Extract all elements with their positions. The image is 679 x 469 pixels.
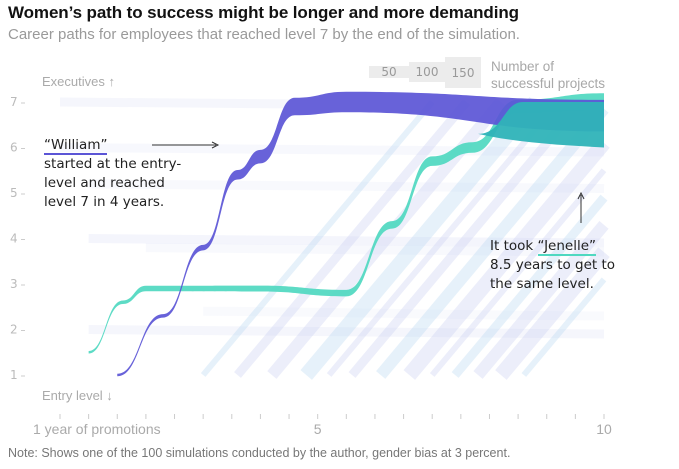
highlighted-paths: [88, 91, 605, 377]
y-axis-top-label: Executives ↑: [42, 74, 115, 89]
x-axis: 1 year of promotions 5 10: [33, 414, 612, 437]
background-path: [429, 168, 607, 377]
background-path: [451, 194, 608, 378]
legend-size-50: 50: [369, 65, 409, 79]
background-path: [203, 306, 605, 321]
background-path: [326, 100, 561, 377]
jenelle-arrow: [577, 191, 585, 223]
legend-size-100: 100: [409, 62, 445, 82]
background-path: [521, 277, 607, 377]
william-text-line1: started at the entry-: [44, 156, 182, 172]
x-tick-label: 10: [596, 421, 612, 437]
william-name: “William”: [44, 137, 108, 155]
y-tick-label: 1: [10, 368, 18, 382]
background-paths: [59, 97, 610, 380]
x-tick-label: 5: [314, 421, 322, 437]
william-text-line3: level 7 in 4 years.: [44, 194, 165, 210]
legend-size-150: 150: [445, 57, 481, 88]
y-tick-label: 4: [10, 232, 18, 246]
jenelle-text-line2: the same level.: [490, 276, 594, 292]
william-arrow: [152, 141, 220, 149]
legend-label-line2: successful projects: [491, 76, 606, 91]
background-path: [88, 325, 605, 339]
background-path: [473, 220, 609, 379]
y-tick-label: 3: [10, 277, 18, 291]
jenelle-prefix: It took: [490, 238, 538, 254]
footnote: Note: Shows one of the 100 simulations c…: [8, 446, 511, 460]
background-path: [88, 234, 605, 248]
background-path: [59, 143, 605, 157]
y-axis: 1 2 3 4 5 6 7: [10, 95, 25, 382]
background-path: [495, 247, 610, 380]
chart-subtitle: Career paths for employees that reached …: [8, 26, 520, 43]
jenelle-name: “Jenelle”: [537, 238, 597, 256]
x-tick-label: 1 year of promotions: [33, 421, 161, 437]
background-path: [88, 179, 605, 193]
background-path: [403, 138, 610, 380]
background-path: [234, 99, 471, 378]
background-path: [200, 100, 435, 377]
jenelle-annotation: It took “Jenelle” 8.5 years to get to th…: [490, 237, 615, 294]
jenelle-top-path: [478, 102, 604, 148]
legend-label: Number of successful projects: [491, 58, 605, 92]
background-path: [348, 99, 585, 378]
background-path: [376, 104, 609, 379]
arrow-up-icon: [577, 191, 585, 200]
arrow-right-icon: [211, 141, 220, 149]
y-axis-bottom-label: Entry level ↓: [42, 388, 113, 403]
chart-title: Women’s path to success might be longer …: [8, 3, 519, 22]
y-tick-label: 5: [10, 186, 18, 200]
y-tick-label: 2: [10, 323, 18, 337]
background-path: [300, 97, 542, 380]
legend-label-line1: Number of: [491, 59, 555, 74]
william-text-line2: level and reached: [44, 175, 165, 191]
william-annotation: “William” started at the entry- level an…: [44, 136, 181, 212]
y-tick-label: 7: [10, 95, 18, 109]
jenelle-text-line1: 8.5 years to get to: [490, 257, 616, 273]
jenelle-path: [88, 93, 604, 354]
y-tick-label: 6: [10, 141, 18, 155]
